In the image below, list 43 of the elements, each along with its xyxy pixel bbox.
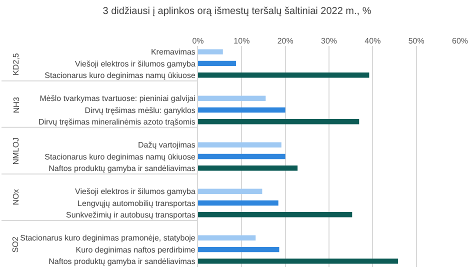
bar [198,96,266,101]
bar [198,200,278,206]
bar [198,212,352,218]
y-tick-label: Dirvų tręšimas mėšlu: ganyklos [84,106,196,115]
y-tick-label: Stacionarus kuro deginimas pramonėje, statyboje [20,234,196,243]
y-tick-label: Viešoji elektros ir šilumos gamyba [75,187,196,196]
y-tick-label: Naftos produktų gamyba ir sandėliavimas [48,256,196,266]
y-tick-label: Kremavimas [150,48,196,57]
bar [198,246,280,252]
text: NH3 [12,96,21,114]
y-tick-label: Stacionarus kuro deginimas namų ūkiuose [44,152,196,162]
y-tick-label: Naftos produktų gamyba ir sandėliavimas [48,164,196,173]
y-tick-label: Sunkvežimių ir autobusų transportas [66,210,196,220]
bar [198,107,286,113]
text: NOx [12,189,21,206]
bar [198,118,360,124]
x-tick-label: 0% [192,36,204,46]
x-tick-label: 10% [234,36,250,46]
bar [198,166,298,171]
bar [198,154,286,160]
x-tick-label: 20% [277,36,294,46]
x-tick-label: 50% [408,36,424,46]
y-tick-label: Kuro deginimas naftos perdirbime [76,245,196,254]
x-tick-label: 60% [452,36,468,46]
text: NMLOJ [11,137,20,165]
bar [198,188,262,194]
y-tick-label: Dirvų tręšimas mineralinėmis azoto trąšomis [38,117,196,126]
y-tick-label: Mėšlo tvarkymas tvartuose: pieniniai galvijai [40,94,196,104]
y-tick-label: Viešoji elektros ir šilumos gamyba [75,59,196,68]
text: SO2 [11,236,20,253]
bar [198,235,256,241]
bar [198,60,236,66]
x-tick-label: 30% [320,36,338,46]
y-tick-label: Lengvųjų automobilių transportas [78,198,196,208]
chart-title: 3 didžiausi į aplinkos orą išmestų teršalų šaltiniai 2022 m., % [102,6,372,17]
bar [198,72,370,78]
text: KD2,5 [11,52,20,76]
x-tick-label: 40% [364,36,381,46]
y-tick-label: Stacionarus kuro deginimas namų ūkiuose [44,70,196,80]
bar [198,258,398,264]
bar [198,49,223,54]
y-tick-label: Dažų vartojimas [138,140,196,150]
bar [198,142,282,148]
